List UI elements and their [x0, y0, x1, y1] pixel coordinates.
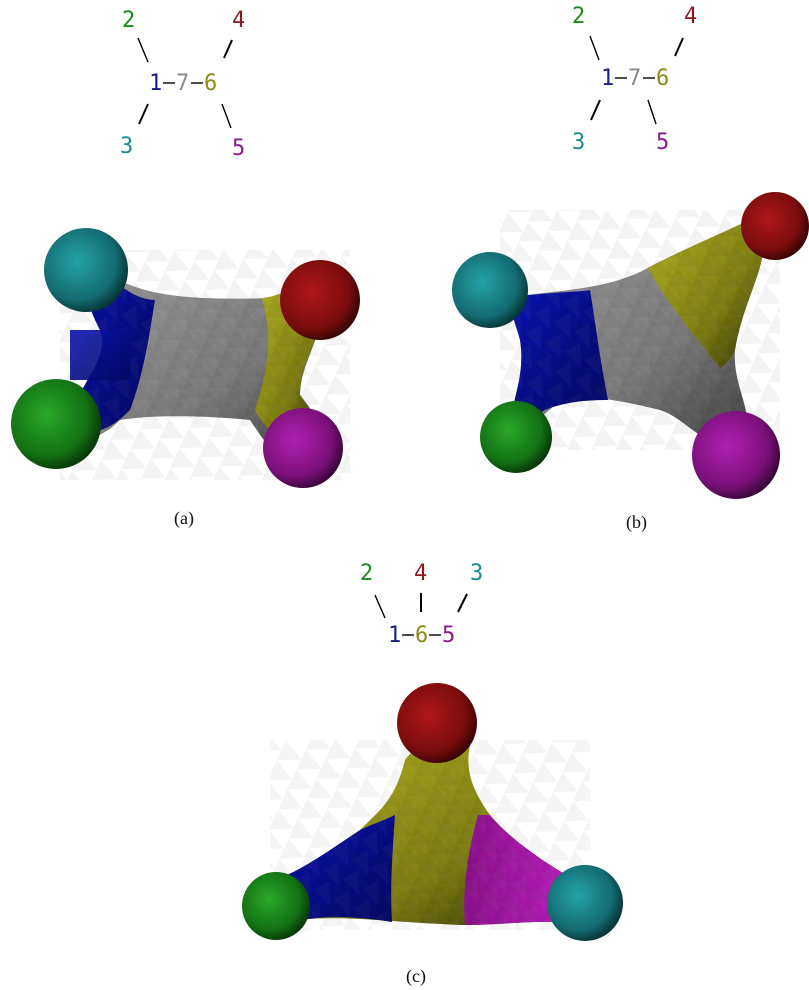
- segment-3-teal-b: [452, 252, 528, 328]
- tree-c-node-4: 4: [414, 561, 427, 586]
- tree-c-node-3: 3: [470, 561, 483, 586]
- tree-a: 2 4 1 7 6 3 5: [120, 8, 245, 161]
- segment-5-purple: [263, 408, 343, 488]
- shape-a: [11, 228, 360, 488]
- tree-b-node-1: 1: [601, 66, 614, 91]
- caption-a: (a): [174, 508, 194, 529]
- tree-b-node-2: 2: [572, 4, 585, 29]
- tree-b-edge-2-1: [589, 35, 600, 61]
- segment-3-teal: [44, 228, 128, 312]
- caption-b: (b): [626, 512, 647, 533]
- tree-a-node-7: 7: [176, 71, 189, 96]
- segment-2-green: [11, 379, 101, 469]
- tree-c-node-1: 1: [388, 623, 401, 648]
- facet-texture-c: [270, 740, 590, 930]
- tree-a-node-4: 4: [232, 8, 245, 33]
- tree-a-node-5: 5: [232, 136, 245, 161]
- tree-a-edge-1-3: [138, 103, 149, 125]
- caption-c: (c): [406, 966, 426, 987]
- tree-c-node-6: 6: [415, 623, 428, 648]
- tree-c-node-5: 5: [442, 623, 455, 648]
- tree-a-node-2: 2: [122, 8, 135, 33]
- segment-2-green-b: [480, 401, 552, 473]
- tree-a-edge-4-6: [223, 39, 233, 59]
- segment-5-purple-b: [692, 411, 780, 499]
- shape-c: [242, 683, 623, 941]
- tree-c-node-2: 2: [360, 561, 373, 586]
- shape-b: [452, 192, 809, 499]
- segment-4-red-b: [741, 192, 809, 260]
- tree-a-edge-2-1: [137, 37, 149, 63]
- tree-b-node-5: 5: [656, 130, 669, 155]
- tree-b: 2 4 1 7 6 3 5: [572, 4, 697, 155]
- segment-4-red-c: [397, 683, 477, 763]
- facet-texture-b: [500, 210, 780, 450]
- tree-b-node-3: 3: [572, 130, 585, 155]
- tree-c-edge-2-1: [374, 594, 386, 619]
- segment-2-green-c: [242, 872, 310, 940]
- tree-b-node-6: 6: [656, 66, 669, 91]
- tree-c: 2 4 3 1 6 5: [360, 561, 483, 648]
- segment-4-red: [280, 260, 360, 340]
- segment-3-teal-c: [547, 865, 623, 941]
- tree-a-node-1: 1: [149, 71, 162, 96]
- tree-b-edge-6-5: [647, 99, 657, 125]
- tree-b-node-7: 7: [628, 66, 641, 91]
- tree-a-node-3: 3: [120, 134, 133, 159]
- tree-c-edge-3-5: [457, 593, 468, 613]
- tree-b-node-4: 4: [684, 4, 697, 29]
- tree-b-edge-4-6: [674, 37, 684, 57]
- tree-b-edge-1-3: [590, 99, 601, 121]
- tree-a-node-6: 6: [204, 71, 217, 96]
- tree-a-edge-6-5: [221, 103, 232, 129]
- segment-1-blue-neck: [70, 330, 130, 380]
